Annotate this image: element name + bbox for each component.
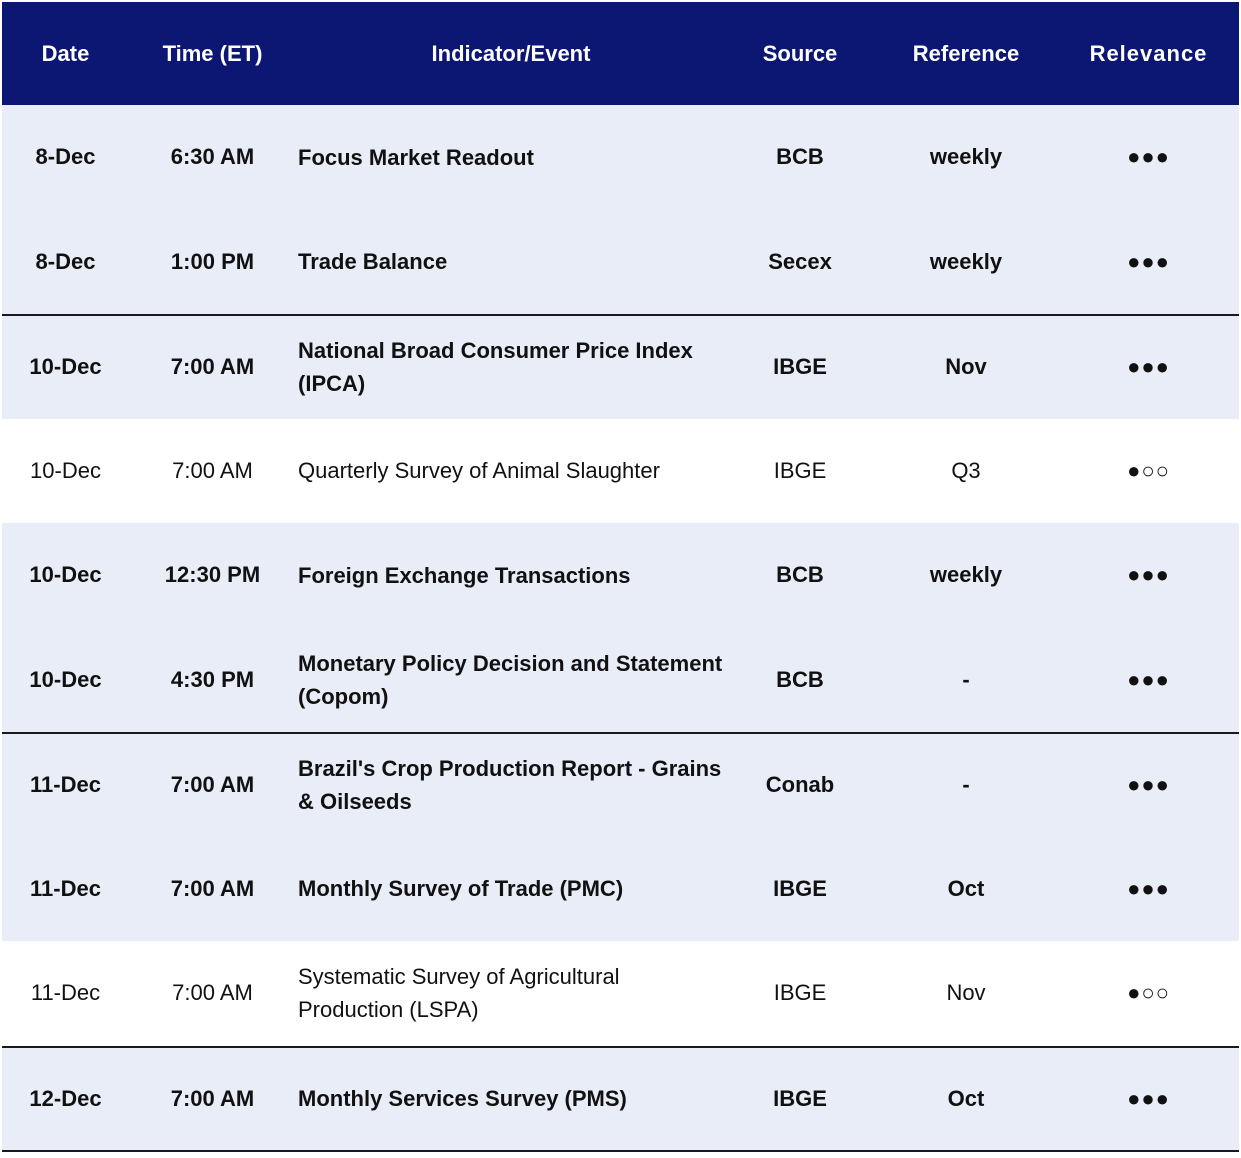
- table-row: 8-Dec 6:30 AM Focus Market Readout BCB w…: [2, 105, 1239, 210]
- row-reference: Nov: [946, 980, 986, 1006]
- row-reference: Nov: [945, 354, 987, 380]
- row-indicator: Foreign Exchange Transactions: [298, 562, 631, 588]
- relevance-dots: ●●●: [1127, 1085, 1170, 1111]
- row-date: 10-Dec: [29, 562, 102, 588]
- table-row: 10-Dec 4:30 PM Monetary Policy Decision …: [2, 627, 1239, 732]
- relevance-dots: ●●●: [1127, 666, 1170, 692]
- row-indicator: Quarterly Survey of Animal Slaughter: [298, 458, 660, 484]
- table-header: Date Time (ET) Indicator/Event Source Re…: [2, 2, 1239, 105]
- table-row: 10-Dec 7:00 AM National Broad Consumer P…: [2, 314, 1239, 419]
- row-time: 6:30 AM: [170, 144, 255, 170]
- row-reference: -: [962, 666, 970, 692]
- relevance-dots: ●○○: [1127, 980, 1170, 1006]
- row-time: 7:00 AM: [170, 772, 255, 798]
- row-reference: weekly: [929, 144, 1003, 170]
- row-indicator: Monthly Services Survey (PMS): [298, 1086, 627, 1112]
- row-indicator: Monetary Policy Decision and Statement (…: [298, 650, 723, 709]
- table-row: 11-Dec 7:00 AM Brazil's Crop Production …: [2, 732, 1239, 837]
- row-reference: weekly: [929, 248, 1003, 274]
- row-indicator: Focus Market Readout: [298, 144, 534, 170]
- row-date: 11-Dec: [30, 980, 101, 1006]
- row-reference: Oct: [947, 1085, 985, 1111]
- row-time: 7:00 AM: [172, 457, 253, 483]
- table-row: 12-Dec 7:00 AM Monthly Services Survey (…: [2, 1045, 1239, 1150]
- row-indicator: Systematic Survey of Agricultural Produc…: [298, 964, 620, 1023]
- relevance-dots: ●●●: [1127, 772, 1170, 798]
- header-reference: Reference: [912, 40, 1020, 66]
- row-source: BCB: [776, 144, 824, 170]
- relevance-dots: ●●●: [1127, 875, 1170, 901]
- relevance-dots: ●●●: [1127, 144, 1170, 170]
- row-source: IBGE: [773, 980, 827, 1006]
- row-source: BCB: [776, 562, 824, 588]
- row-date: 10-Dec: [29, 666, 102, 692]
- row-time: 7:00 AM: [172, 980, 253, 1006]
- row-source: IBGE: [773, 875, 827, 901]
- row-indicator: Monthly Survey of Trade (PMC): [298, 876, 624, 902]
- row-date: 8-Dec: [35, 248, 96, 274]
- row-indicator: Brazil's Crop Production Report - Grains…: [298, 756, 722, 815]
- row-time: 7:00 AM: [170, 354, 255, 380]
- row-source: IBGE: [773, 457, 827, 483]
- row-source: IBGE: [773, 1085, 827, 1111]
- header-time: Time (ET): [162, 40, 263, 66]
- row-reference: weekly: [929, 562, 1003, 588]
- row-reference: -: [962, 772, 970, 798]
- relevance-dots: ●●●: [1127, 248, 1170, 274]
- table-row: 11-Dec 7:00 AM Systematic Survey of Agri…: [2, 941, 1239, 1046]
- row-date: 10-Dec: [30, 457, 101, 483]
- row-date: 11-Dec: [30, 772, 101, 798]
- row-reference: Oct: [947, 875, 985, 901]
- header-relevance: Relevance: [1089, 40, 1208, 66]
- row-source: Conab: [765, 772, 835, 798]
- row-date: 10-Dec: [29, 354, 102, 380]
- row-source: BCB: [776, 666, 824, 692]
- row-time: 7:00 AM: [170, 875, 255, 901]
- row-time: 12:30 PM: [164, 562, 261, 588]
- table-row: 10-Dec 12:30 PM Foreign Exchange Transac…: [2, 523, 1239, 628]
- relevance-dots: ●○○: [1127, 457, 1170, 483]
- table-row: 11-Dec 7:00 AM Monthly Survey of Trade (…: [2, 836, 1239, 941]
- table-bottom-border: [2, 1150, 1239, 1152]
- row-date: 12-Dec: [29, 1085, 102, 1111]
- header-date: Date: [41, 40, 90, 66]
- table-row: 10-Dec 7:00 AM Quarterly Survey of Anima…: [2, 419, 1239, 524]
- row-indicator: Trade Balance: [298, 249, 448, 275]
- row-date: 8-Dec: [35, 144, 96, 170]
- row-time: 4:30 PM: [170, 666, 255, 692]
- row-time: 7:00 AM: [170, 1085, 255, 1111]
- table-row: 8-Dec 1:00 PM Trade Balance Secex weekly…: [2, 209, 1239, 314]
- row-date: 11-Dec: [30, 875, 101, 901]
- relevance-dots: ●●●: [1127, 562, 1170, 588]
- row-reference: Q3: [951, 457, 981, 483]
- row-source: IBGE: [773, 354, 827, 380]
- row-time: 1:00 PM: [170, 248, 255, 274]
- row-indicator: National Broad Consumer Price Index (IPC…: [298, 338, 693, 397]
- row-source: Secex: [768, 248, 832, 274]
- header-indicator: Indicator/Event: [431, 41, 591, 66]
- relevance-dots: ●●●: [1127, 354, 1170, 380]
- header-source: Source: [762, 40, 838, 66]
